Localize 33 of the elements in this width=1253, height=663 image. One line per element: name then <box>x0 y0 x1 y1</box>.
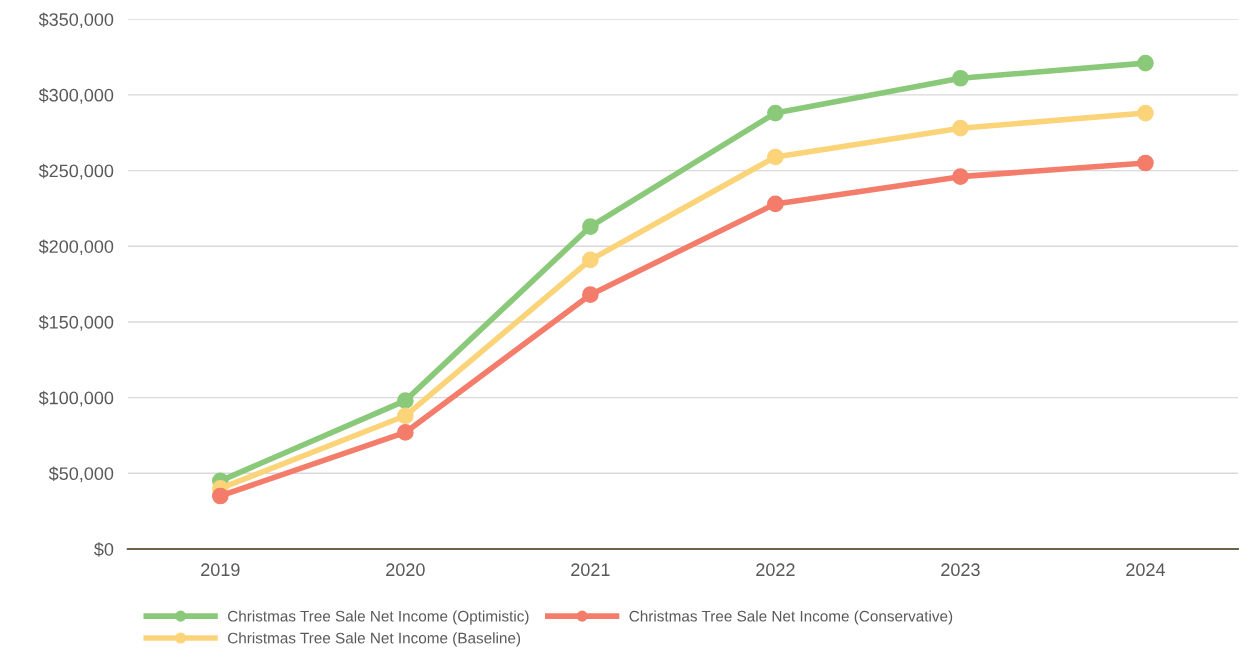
y-tick-label: $250,000 <box>38 163 114 180</box>
y-tick-label: $0 <box>94 542 114 557</box>
y-tick-label: $100,000 <box>38 390 114 407</box>
point <box>952 168 969 185</box>
point <box>767 148 784 166</box>
point <box>397 392 414 409</box>
x-tick-label: 2022 <box>756 563 795 577</box>
legend-label: Christmas Tree Sale Net Income (Conservative) <box>629 610 953 625</box>
point <box>767 195 784 213</box>
legend-label: Christmas Tree Sale Net Income (Baseline) <box>228 632 521 647</box>
y-tick-label: $350,000 <box>38 12 114 29</box>
x-tick-label: 2024 <box>1126 563 1166 577</box>
point <box>582 286 599 304</box>
x-tick-label: 2019 <box>201 563 240 577</box>
x-tick-label: 2020 <box>386 563 425 577</box>
y-tick-label: $150,000 <box>38 315 114 331</box>
point <box>767 104 784 122</box>
legend-label: Christmas Tree Sale Net Income (Optimistic) <box>228 610 529 625</box>
point <box>397 424 414 441</box>
point <box>1137 154 1154 172</box>
point <box>582 251 599 269</box>
x-tick-label: 2021 <box>571 563 610 577</box>
y-tick-label: $300,000 <box>38 88 114 104</box>
y-tick-label: $200,000 <box>38 239 114 256</box>
point <box>211 487 229 505</box>
point <box>1137 54 1154 72</box>
point <box>397 407 414 425</box>
x-tick-label: 2023 <box>941 563 980 577</box>
point <box>582 218 599 235</box>
point <box>1137 104 1154 122</box>
point <box>952 69 969 87</box>
y-tick-label: $50,000 <box>48 466 114 483</box>
point <box>952 119 969 137</box>
